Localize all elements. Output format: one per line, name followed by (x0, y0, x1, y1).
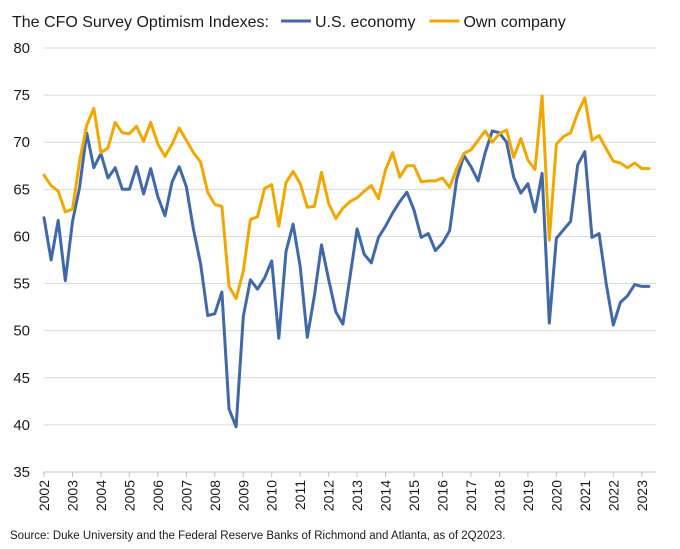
y-tick-label: 45 (13, 370, 30, 387)
series-line-u-s-economy (42, 129, 651, 429)
y-tick-label: 35 (13, 464, 30, 481)
x-tick-label: 2015 (406, 480, 422, 511)
x-axis: 2002 2003 2004 2005 2006 2007 2008 2009 2010 2011… (36, 471, 656, 511)
y-axis: 35 40 45 50 55 60 65 70 75 80 (13, 40, 30, 481)
x-tick-label: 2010 (264, 480, 280, 511)
chart-title: The CFO Survey Optimism Indexes: (12, 14, 269, 31)
x-tick-label: 2014 (378, 480, 394, 511)
x-tick-label: 2013 (349, 480, 365, 511)
x-tick-label: 2003 (64, 480, 80, 511)
series-layer (42, 94, 651, 429)
y-tick-label: 80 (13, 40, 30, 57)
x-tick-label: 2008 (207, 480, 223, 511)
x-tick-label: 2023 (634, 480, 650, 511)
x-tick-label: 2017 (463, 480, 479, 511)
y-tick-label: 70 (13, 134, 30, 151)
x-tick-label: 2004 (93, 480, 109, 511)
y-tick-label: 65 (13, 181, 30, 198)
legend-label: Own company (463, 14, 565, 31)
x-tick-label: 2009 (235, 480, 251, 511)
x-tick-label: 2006 (150, 480, 166, 511)
legend: U.S. economy Own company (280, 14, 566, 31)
x-tick-label: 2021 (577, 480, 593, 511)
y-tick-label: 40 (13, 417, 30, 434)
x-tick-label: 2011 (292, 480, 308, 510)
x-tick-label: 2018 (491, 480, 507, 511)
y-tick-label: 55 (13, 276, 30, 293)
y-tick-label: 60 (13, 228, 30, 245)
legend-label: U.S. economy (315, 14, 415, 31)
x-tick-label: 2020 (548, 480, 564, 511)
y-tick-label: 50 (13, 323, 30, 340)
y-tick-label: 75 (13, 87, 30, 104)
gridlines (44, 47, 656, 426)
series-line-own-company (42, 94, 651, 301)
x-tick-label: 2019 (520, 480, 536, 511)
x-tick-label: 2016 (435, 480, 451, 511)
x-tick-label: 2002 (36, 480, 52, 511)
source-note: Source: Duke University and the Federal … (10, 530, 505, 542)
x-tick-label: 2012 (321, 480, 337, 511)
x-tick-label: 2007 (178, 480, 194, 511)
x-tick-label: 2022 (605, 480, 621, 511)
x-tick-label: 2005 (121, 480, 137, 511)
